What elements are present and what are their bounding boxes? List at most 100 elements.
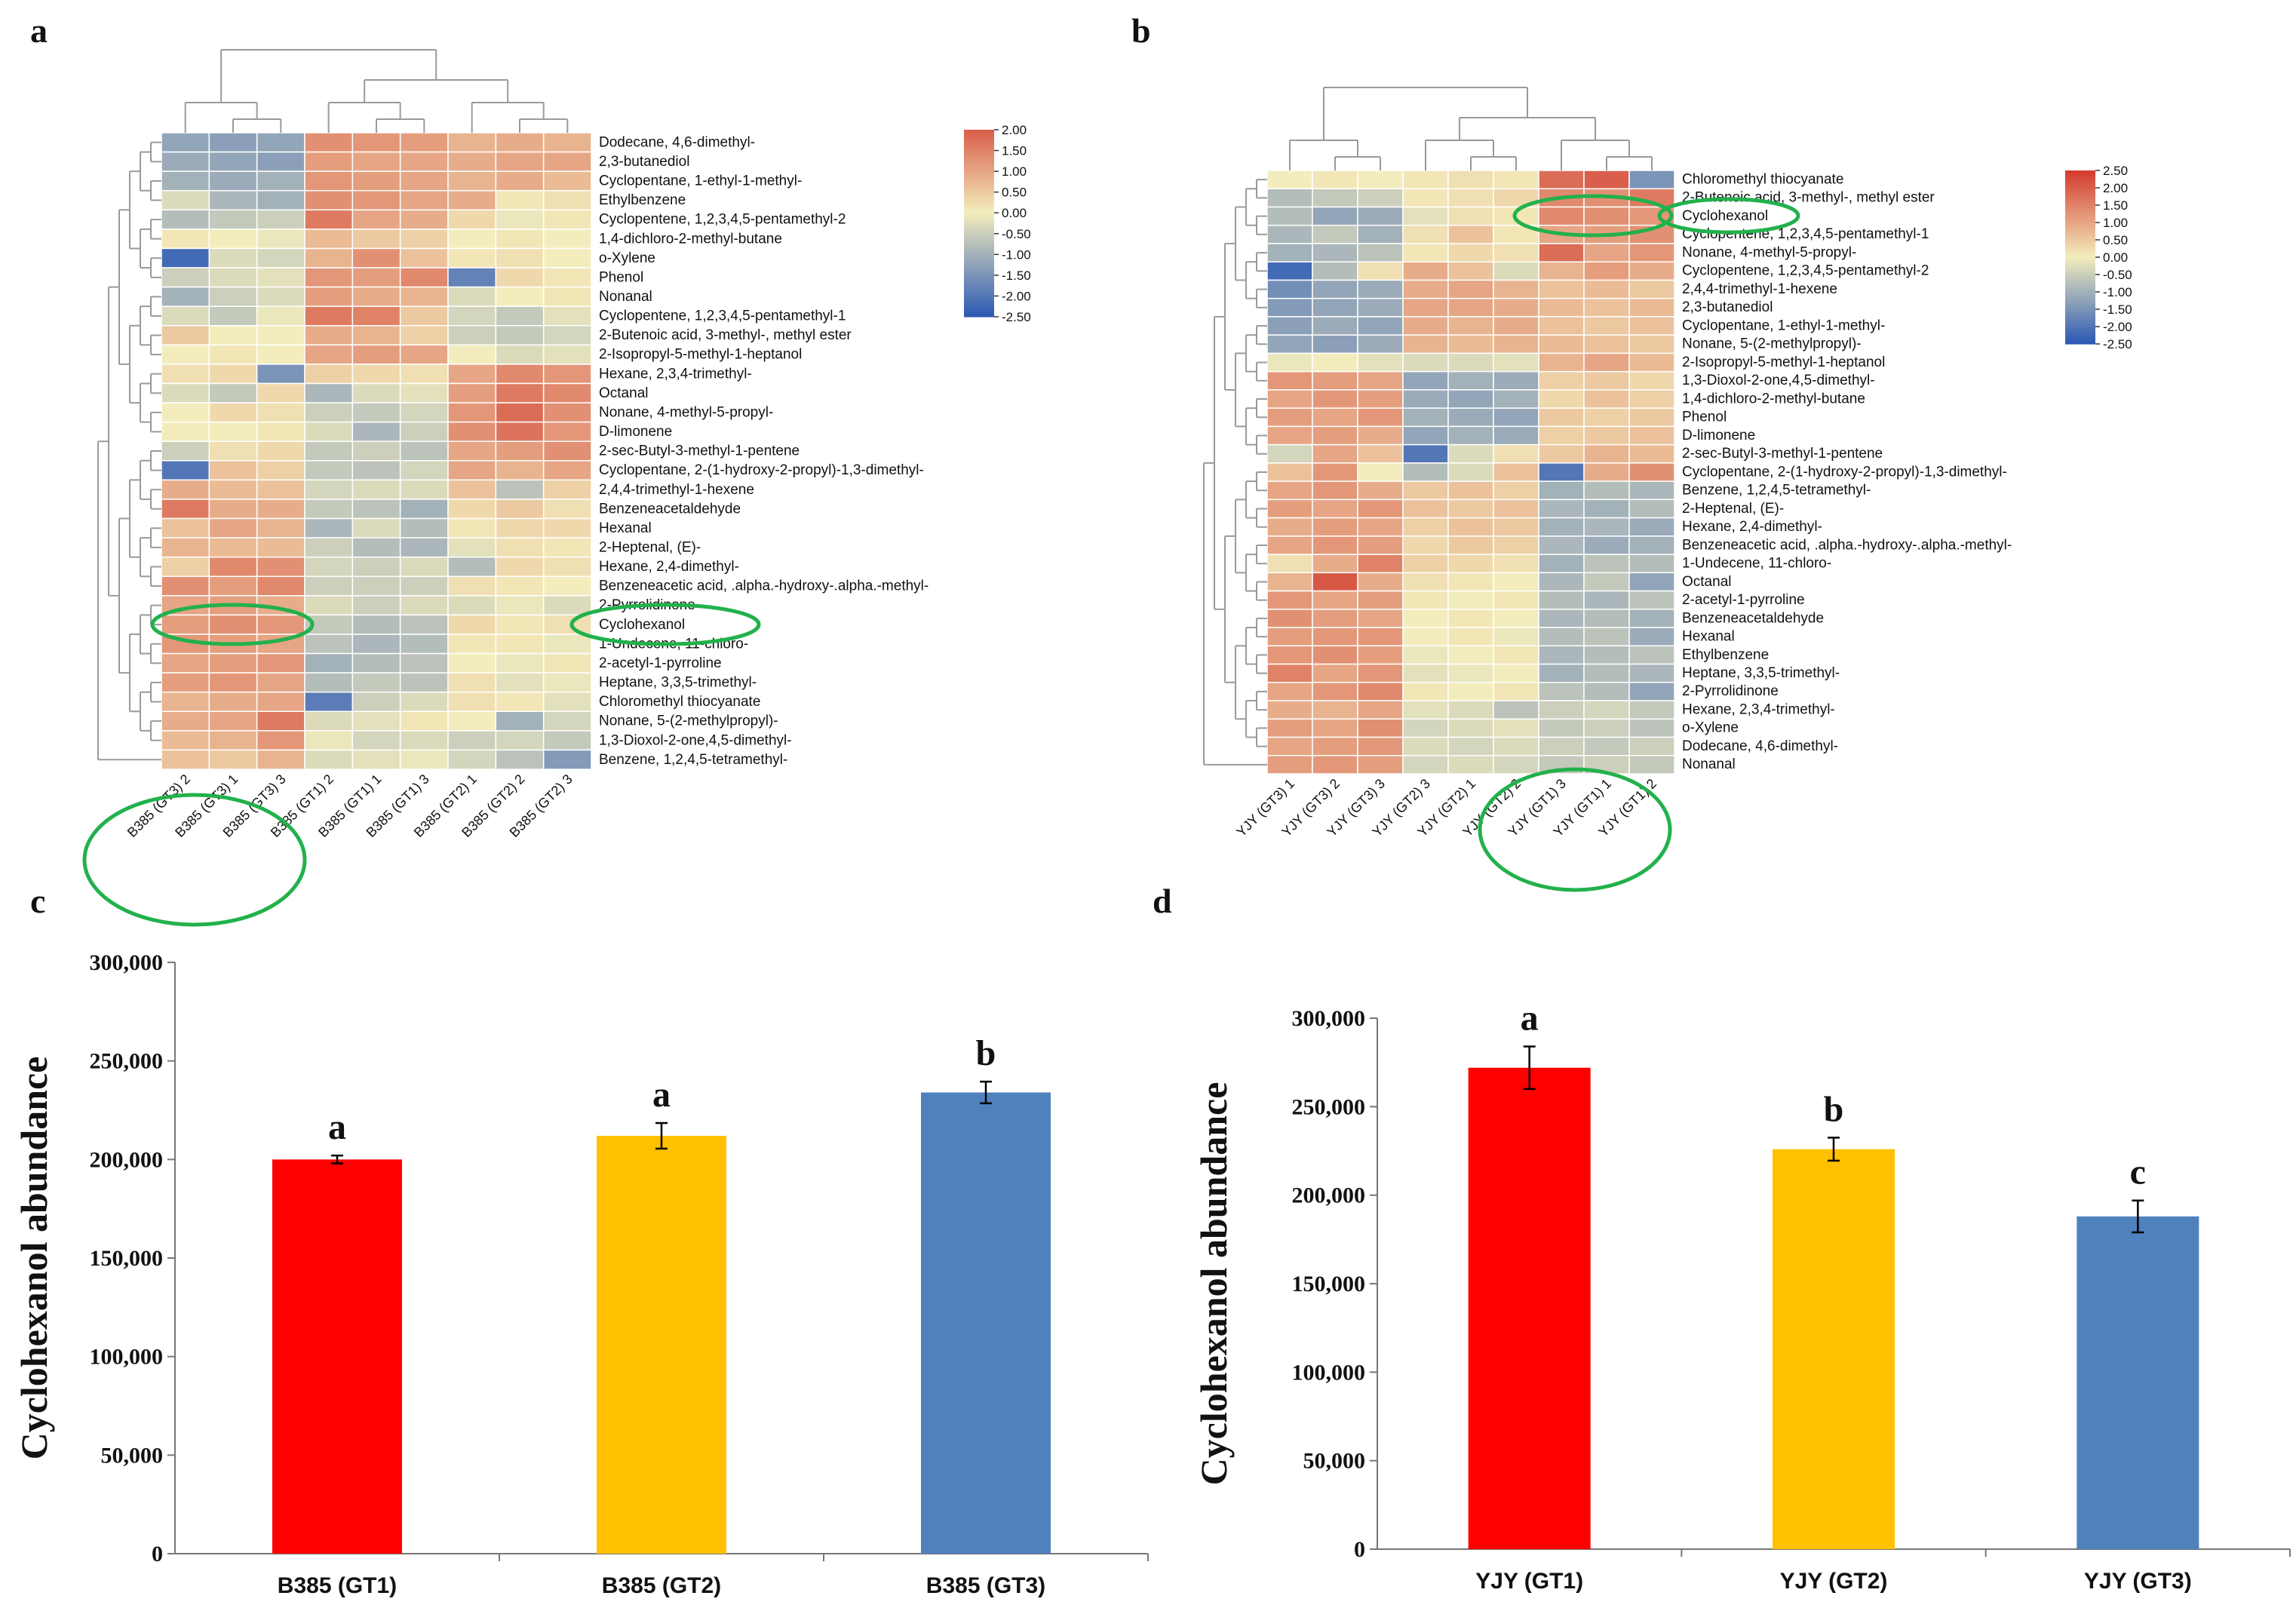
heatmap-cell (1357, 206, 1404, 226)
heatmap-cell (1447, 682, 1494, 701)
heatmap-cell (1583, 535, 1630, 555)
colorbar-segment (2065, 228, 2095, 232)
colorbar-segment (2065, 240, 2095, 244)
heatmap-cell (208, 402, 258, 423)
heatmap-cell (1312, 370, 1358, 391)
heatmap-cell (399, 382, 449, 404)
heatmap-cell (1447, 645, 1494, 665)
colorbar-segment (2065, 277, 2095, 281)
heatmap-cell (495, 460, 545, 481)
heatmap-cell (542, 556, 592, 577)
heatmap-cell (1357, 243, 1404, 262)
heatmap-cell (1357, 718, 1404, 738)
heatmap-cell (1583, 170, 1630, 189)
heatmap-cell (304, 364, 354, 385)
heatmap-cell (1447, 627, 1494, 647)
heatmap-cell (1447, 554, 1494, 574)
heatmap-cell (304, 209, 354, 230)
heatmap-cell (1402, 718, 1449, 738)
heatmap-cell (208, 209, 258, 230)
row-label: Hexane, 2,4-dimethyl- (599, 559, 739, 575)
heatmap-cell (447, 421, 497, 442)
heatmap-cell (1266, 316, 1313, 336)
colorbar-segment (2065, 318, 2095, 321)
row-label: Chloromethyl thiocyanate (599, 694, 760, 710)
heatmap-cell (351, 460, 401, 481)
y-tick-label: 150,000 (1292, 1272, 1366, 1296)
colorbar-segment (2065, 341, 2095, 345)
heatmap-cell (1583, 352, 1630, 373)
significance-letter: c (2130, 1152, 2146, 1192)
heatmap-cell (1266, 535, 1313, 555)
heatmap-cell (1402, 517, 1449, 537)
panel-letter-a: a (30, 11, 48, 50)
row-label: 2-Butenoic acid, 3-methyl-, methyl ester (1682, 190, 1935, 206)
heatmap-cell (1628, 261, 1675, 281)
heatmap-cell (1447, 243, 1494, 262)
heatmap-cell (399, 634, 449, 655)
heatmap-cell (304, 286, 354, 307)
row-label: Ethylbenzene (1682, 647, 1769, 663)
heatmap-cell (1583, 443, 1630, 464)
colorbar-segment (2065, 257, 2095, 261)
heatmap-cell (1402, 499, 1449, 519)
colorbar-segment (2065, 219, 2095, 223)
heatmap-cell (399, 267, 449, 288)
heatmap-cell (1312, 297, 1358, 318)
heatmap-cell (1447, 499, 1494, 519)
bar (597, 1135, 726, 1554)
heatmap-cell (399, 344, 449, 365)
heatmap-cell (161, 710, 210, 732)
row-label: Hexane, 2,3,4-trimethyl- (1682, 701, 1835, 717)
colorbar-segment (964, 158, 994, 161)
colorbar-segment (2065, 289, 2095, 293)
row-label: Cyclopentane, 2-(1-hydroxy-2-propyl)-1,3… (1682, 464, 2007, 480)
heatmap-cell (351, 382, 401, 404)
heatmap-cell (1312, 334, 1358, 354)
heatmap-cell (542, 170, 592, 192)
heatmap-cell (351, 421, 401, 442)
heatmap-cell (304, 460, 354, 481)
heatmap-cell (1266, 462, 1313, 482)
heatmap-cell (1583, 590, 1630, 610)
colorbar-tick-label: -2.50 (1002, 310, 1031, 324)
colorbar-segment (964, 201, 994, 205)
colorbar-segment (2065, 292, 2095, 296)
colorbar-segment (964, 282, 994, 287)
heatmap-cell (304, 749, 354, 770)
heatmap-cell (399, 440, 449, 462)
heatmap-cell (1447, 297, 1494, 318)
heatmap-cell (161, 517, 210, 539)
heatmap-cell (1447, 462, 1494, 482)
heatmap-cell (1402, 700, 1449, 720)
heatmap-cell (1357, 499, 1404, 519)
colorbar-segment (2065, 321, 2095, 324)
heatmap-cell (399, 614, 449, 635)
heatmap-cell (1266, 443, 1313, 464)
colorbar-segment (964, 213, 994, 218)
row-label: o-Xylene (599, 250, 655, 266)
heatmap-cell (1538, 517, 1585, 537)
significance-letter: b (976, 1033, 996, 1073)
colorbar-segment (964, 148, 994, 152)
heatmap-cell (495, 730, 545, 751)
heatmap-cell (1447, 425, 1494, 446)
heatmap-cell (1402, 462, 1449, 482)
heatmap-cell (161, 402, 210, 423)
heatmap-cell (1538, 170, 1585, 189)
heatmap-cell (1538, 425, 1585, 446)
heatmap-cell (208, 614, 258, 635)
colorbar-segment (964, 298, 994, 302)
heatmap-cell (1447, 188, 1494, 208)
heatmap-cell (1402, 316, 1449, 336)
heatmap-cell (1628, 736, 1675, 756)
heatmap-cell (1312, 279, 1358, 299)
heatmap-cell (1402, 188, 1449, 208)
heatmap-cell (351, 325, 401, 346)
heatmap-cell (1628, 755, 1675, 775)
heatmap-a: Dodecane, 4,6-dimethyl- 2,3-butanediol Cyc… (82, 49, 1031, 927)
colorbar-segment (2065, 297, 2095, 302)
heatmap-cell (447, 267, 497, 288)
heatmap-cell (161, 382, 210, 404)
heatmap-cell (351, 614, 401, 635)
